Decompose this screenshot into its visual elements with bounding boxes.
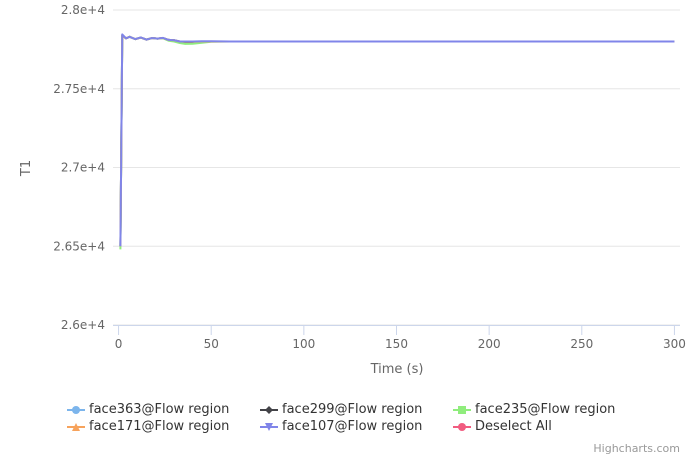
- circle-marker-icon: [72, 405, 80, 414]
- deselect-all-button[interactable]: Deselect All: [453, 419, 552, 434]
- y-tick-label: 2.8e+4: [61, 3, 105, 17]
- series-line-face107-flow-region[interactable]: [119, 33, 675, 247]
- x-tick-label: 100: [292, 337, 315, 351]
- series-layer: [119, 33, 675, 250]
- legend-label: face363@Flow region: [89, 402, 230, 417]
- series-line-face171-flow-region[interactable]: [119, 34, 675, 247]
- legend-item[interactable]: face107@Flow region: [260, 419, 422, 434]
- legend-label: face299@Flow region: [282, 402, 423, 417]
- square-marker-icon: [458, 405, 466, 414]
- credits-link[interactable]: Highcharts.com: [593, 442, 680, 455]
- legend-item[interactable]: face299@Flow region: [260, 402, 422, 417]
- y-tick-label: 2.75e+4: [53, 82, 105, 96]
- y-tick-label: 2.65e+4: [53, 239, 105, 253]
- legend-symbol-icon: [67, 405, 85, 414]
- x-tick-label: 50: [204, 337, 219, 351]
- series-line-face235-flow-region[interactable]: [119, 34, 675, 250]
- x-axis-title: Time (s): [370, 362, 424, 377]
- triangle-marker-icon: [72, 422, 80, 431]
- legend-symbol-icon: [67, 422, 85, 431]
- legend-item[interactable]: face363@Flow region: [67, 402, 229, 417]
- y-tick-label: 2.7e+4: [61, 161, 105, 175]
- x-tick-label: 200: [478, 337, 501, 351]
- diamond-marker-icon: [265, 405, 273, 414]
- legend-label: face107@Flow region: [282, 419, 423, 434]
- triangle-down-marker-icon: [265, 422, 273, 431]
- x-tick-label: 150: [385, 337, 408, 351]
- legend-symbol-icon: [260, 422, 278, 431]
- circle-marker-icon: [458, 422, 466, 431]
- x-tick-label: 0: [115, 337, 123, 351]
- series-line-face299-flow-region[interactable]: [119, 34, 675, 247]
- x-tick-label: 250: [570, 337, 593, 351]
- legend-symbol-icon: [453, 405, 471, 414]
- legend-label: face171@Flow region: [89, 419, 230, 434]
- legend-item[interactable]: face235@Flow region: [453, 402, 615, 417]
- legend-item[interactable]: face171@Flow region: [67, 419, 229, 434]
- legend-symbol-icon: [453, 422, 471, 431]
- y-axis-title: T1: [19, 160, 34, 177]
- legend-symbol-icon: [260, 405, 278, 414]
- legend-label: Deselect All: [475, 419, 552, 434]
- legend-label: face235@Flow region: [475, 402, 616, 417]
- series-line-face363-flow-region[interactable]: [119, 34, 675, 247]
- x-tick-label: 300: [663, 337, 686, 351]
- grid-layer: [113, 9, 680, 326]
- axis-layer: 2.6e+4 2.65e+4 2.7e+4 2.75e+4 2.8e+4 0 50 100 15…: [53, 3, 686, 351]
- y-tick-label: 2.6e+4: [61, 318, 105, 332]
